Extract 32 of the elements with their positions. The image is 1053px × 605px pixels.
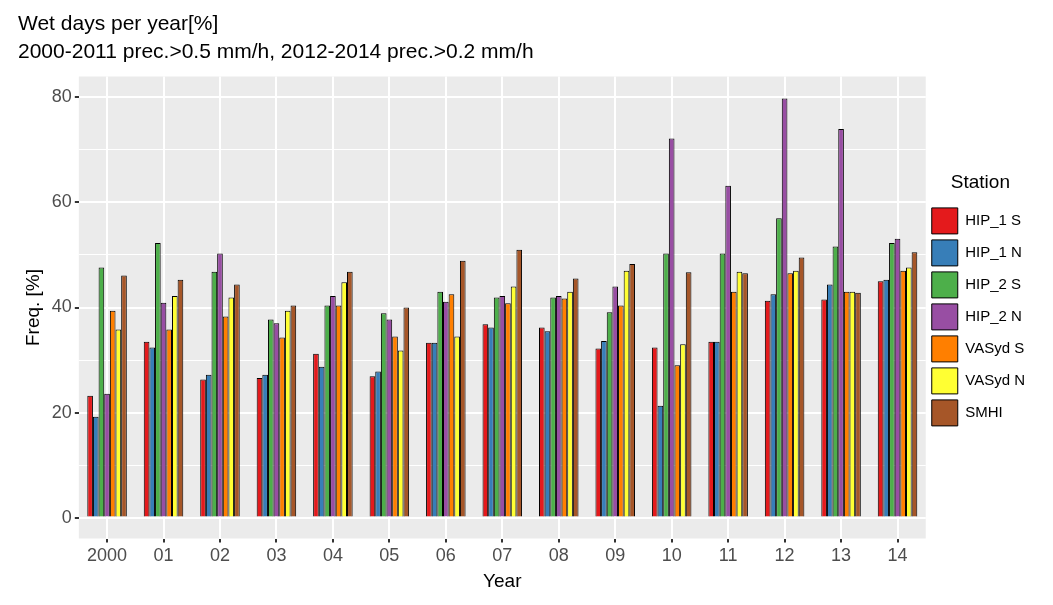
- x-tick-label: 02: [209, 545, 230, 566]
- x-axis-title: Year: [483, 569, 523, 591]
- x-tick-label: 12: [774, 545, 795, 566]
- x-tick-label: 10: [661, 545, 682, 566]
- chart-title: Wet days per year[%]: [18, 11, 219, 35]
- x-tick-label: 05: [379, 545, 400, 566]
- y-tick-label: 0: [61, 506, 72, 527]
- legend-label: HIP_2 N: [965, 307, 1022, 325]
- legend-label: VASyd N: [965, 371, 1026, 389]
- legend-label: HIP_2 S: [965, 275, 1022, 293]
- x-tick-label: 14: [887, 545, 908, 566]
- x-tick-label: 08: [548, 545, 569, 566]
- legend-label: VASyd S: [965, 339, 1025, 357]
- legend-title: Station: [950, 170, 1010, 192]
- x-tick-label: 2000: [87, 545, 128, 566]
- x-tick-label: 07: [492, 545, 513, 566]
- x-tick-label: 04: [322, 545, 343, 566]
- y-tick-label: 60: [51, 191, 72, 212]
- y-tick-label: 80: [51, 86, 72, 107]
- x-tick-label: 09: [605, 545, 626, 566]
- chart-subtitle: 2000-2011 prec.>0.5 mm/h, 2012-2014 prec.>0.2 mm/h: [18, 38, 534, 62]
- y-tick-label: 20: [51, 401, 72, 422]
- legend-label: SMHI: [965, 403, 1003, 421]
- x-tick-label: 13: [831, 545, 852, 566]
- x-tick-label: 11: [718, 545, 738, 566]
- y-axis-title: Freq. [%]: [21, 268, 43, 347]
- x-tick-label: 06: [435, 545, 456, 566]
- legend-label: HIP_1 S: [965, 211, 1022, 229]
- x-tick-label: 03: [266, 545, 287, 566]
- legend-label: HIP_1 N: [965, 243, 1022, 261]
- y-tick-label: 40: [51, 296, 72, 317]
- x-tick-label: 01: [153, 545, 174, 566]
